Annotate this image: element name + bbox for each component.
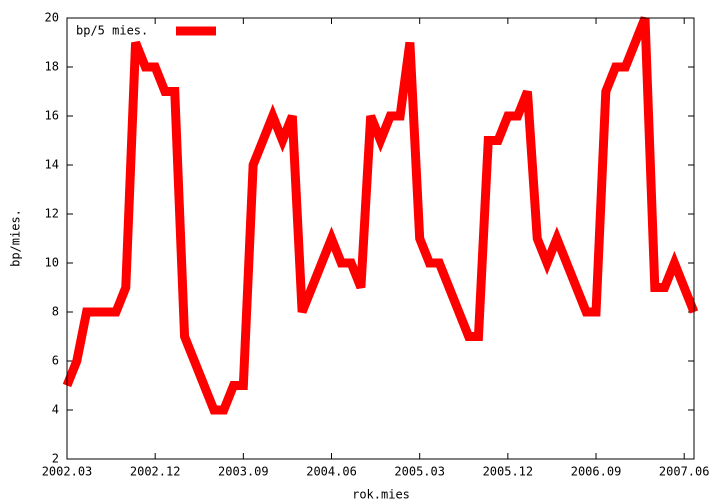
y-tick-label: 18 — [45, 60, 59, 74]
x-tick-label: 2004.06 — [306, 465, 357, 479]
y-tick-label: 4 — [52, 403, 59, 417]
y-tick-label: 16 — [45, 109, 59, 123]
y-tick-label: 10 — [45, 256, 59, 270]
y-tick-label: 6 — [52, 354, 59, 368]
y-tick-label: 20 — [45, 11, 59, 25]
x-tick-label: 2006.09 — [571, 465, 622, 479]
plot-border — [66, 17, 695, 460]
y-tick-label: 2 — [52, 452, 59, 466]
data-line — [62, 16, 699, 415]
x-tick-label: 2005.03 — [394, 465, 445, 479]
y-tick-label: 14 — [45, 158, 59, 172]
y-tick-label: 12 — [45, 207, 59, 221]
x-tick-label: 2007.06 — [659, 465, 710, 479]
x-axis-label: rok.mies — [352, 488, 410, 502]
x-tick-label: 2003.09 — [218, 465, 269, 479]
y-axis-label: bp/mies. — [9, 209, 23, 267]
x-tick-label: 2002.12 — [130, 465, 181, 479]
x-tick-label: 2005.12 — [483, 465, 534, 479]
legend-label: bp/5 mies. — [76, 24, 148, 38]
y-tick-label: 8 — [52, 305, 59, 319]
x-tick-label: 2002.03 — [42, 465, 93, 479]
